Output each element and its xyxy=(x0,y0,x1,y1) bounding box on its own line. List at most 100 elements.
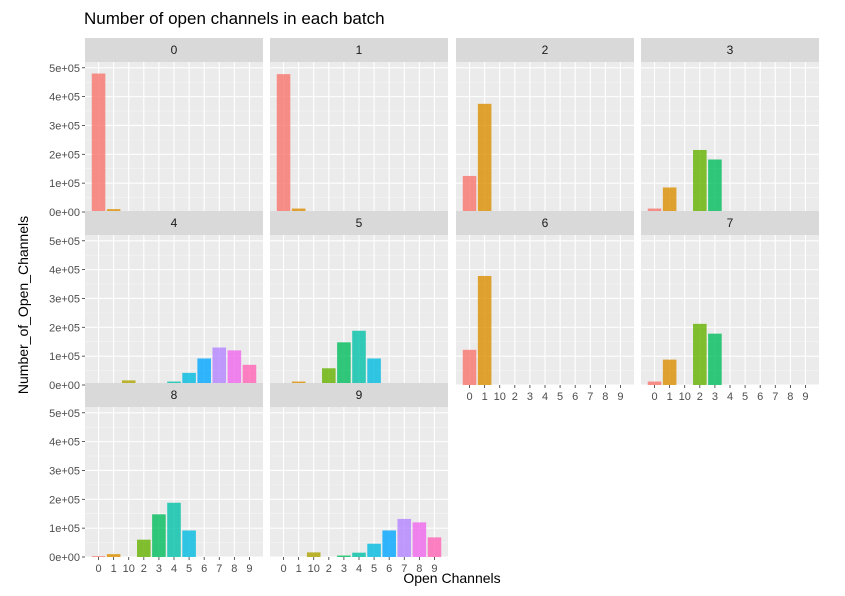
facet-panel-3: 3 xyxy=(641,38,819,213)
bar-4 xyxy=(352,552,366,557)
bar-0 xyxy=(91,73,106,213)
facet-strip xyxy=(85,211,263,235)
facet-panel-2: 2 xyxy=(456,38,634,213)
facet-panel-1: 1 xyxy=(270,38,448,213)
x-tick-label: 0 xyxy=(280,563,286,575)
bar-5 xyxy=(182,530,196,557)
x-tick-label: 10 xyxy=(679,391,691,403)
x-tick-label: 2 xyxy=(697,391,703,403)
x-tick-label: 4 xyxy=(727,391,733,403)
bar-0 xyxy=(647,208,662,212)
bar-1 xyxy=(106,554,121,557)
x-tick-label: 7 xyxy=(587,391,593,403)
x-tick-label: 6 xyxy=(201,563,207,575)
y-tick-label: 2e+05 xyxy=(49,494,80,506)
x-tick-label: 10 xyxy=(494,391,506,403)
facet-strip-label: 5 xyxy=(356,216,363,230)
facet-panel-5: 5 xyxy=(270,211,448,386)
x-tick-label: 9 xyxy=(431,563,437,575)
x-tick-label: 5 xyxy=(742,391,748,403)
facet-panel-4: 4 0e+00 1e+05 2e+05 3e+05 4e+05 5e+05 xyxy=(49,211,263,392)
facet-strip-label: 3 xyxy=(727,43,734,57)
bar-0 xyxy=(91,556,106,557)
bar-5 xyxy=(182,372,196,385)
facet-strip xyxy=(641,38,819,62)
bar-1 xyxy=(106,209,121,212)
x-tick-label: 6 xyxy=(757,391,763,403)
x-tick-label: 9 xyxy=(246,563,252,575)
x-tick-label: 6 xyxy=(572,391,578,403)
bar-1 xyxy=(662,359,677,385)
bar-8 xyxy=(227,350,242,385)
y-axis-title: Number_of_Open_Channels xyxy=(15,216,31,394)
x-tick-label: 10 xyxy=(123,563,135,575)
x-tick-label: 8 xyxy=(602,391,608,403)
x-axis-title: Open Channels xyxy=(403,570,500,586)
y-tick-label: 1e+05 xyxy=(49,523,80,535)
bar-2 xyxy=(322,368,336,385)
x-tick-label: 5 xyxy=(186,563,192,575)
x-tick-label: 4 xyxy=(171,563,177,575)
bar-6 xyxy=(197,358,211,385)
y-tick-label: 1e+05 xyxy=(49,351,80,363)
facet-strip xyxy=(270,38,448,62)
facet-strip-label: 7 xyxy=(727,216,734,230)
bar-7 xyxy=(397,518,412,557)
y-tick-label: 4e+05 xyxy=(49,437,80,449)
bar-1 xyxy=(662,187,677,212)
facet-strip-label: 2 xyxy=(542,43,549,57)
facet-panel-7: 70 1 10 2 3 4 5 6 7 8 9 xyxy=(641,211,819,403)
facet-strip xyxy=(641,211,819,235)
x-tick-label: 1 xyxy=(296,563,302,575)
bar-5 xyxy=(367,358,381,385)
bar-1 xyxy=(291,208,306,212)
bar-4 xyxy=(167,502,181,557)
x-tick-label: 0 xyxy=(95,563,101,575)
facet-panel-0: 0 0e+00 1e+05 2e+05 3e+05 4e+05 5e+05 xyxy=(49,38,263,219)
y-tick-label: 3e+05 xyxy=(49,120,80,132)
bar-10 xyxy=(306,552,321,557)
x-tick-label: 3 xyxy=(156,563,162,575)
chart-title: Number of open channels in each batch xyxy=(84,9,385,28)
y-tick-label: 3e+05 xyxy=(49,465,80,477)
x-tick-label: 4 xyxy=(356,563,362,575)
x-tick-label: 9 xyxy=(802,391,808,403)
bar-0 xyxy=(462,175,477,212)
y-tick-label: 4e+05 xyxy=(49,265,80,277)
bar-6 xyxy=(382,530,396,557)
facet-strip xyxy=(456,38,634,62)
bar-3 xyxy=(708,159,722,212)
bar-9 xyxy=(427,537,442,557)
x-tick-label: 7 xyxy=(216,563,222,575)
facet-strip xyxy=(85,383,263,407)
facet-strip xyxy=(456,211,634,235)
facet-strip-label: 0 xyxy=(171,43,178,57)
y-tick-label: 3e+05 xyxy=(49,293,80,305)
x-tick-label: 1 xyxy=(111,563,117,575)
bar-4 xyxy=(352,330,366,385)
x-tick-label: 4 xyxy=(542,391,548,403)
x-tick-label: 8 xyxy=(416,563,422,575)
y-tick-label: 1e+05 xyxy=(49,178,80,190)
facet-strip xyxy=(270,383,448,407)
bar-5 xyxy=(367,543,381,557)
x-tick-label: 8 xyxy=(787,391,793,403)
x-tick-label: 5 xyxy=(371,563,377,575)
x-tick-label: 3 xyxy=(712,391,718,403)
y-tick-label: 0e+00 xyxy=(49,552,80,564)
y-tick-label: 4e+05 xyxy=(49,92,80,104)
x-tick-label: 0 xyxy=(651,391,657,403)
facet-strip-label: 8 xyxy=(171,388,178,402)
y-tick-label: 2e+05 xyxy=(49,149,80,161)
bar-2 xyxy=(137,539,151,557)
bar-2 xyxy=(693,149,707,212)
y-tick-label: 5e+05 xyxy=(49,236,80,248)
x-tick-label: 7 xyxy=(401,563,407,575)
y-tick-label: 2e+05 xyxy=(49,322,80,334)
bar-1 xyxy=(477,103,492,212)
x-tick-label: 8 xyxy=(231,563,237,575)
bar-7 xyxy=(212,347,227,385)
bar-3 xyxy=(152,514,166,557)
